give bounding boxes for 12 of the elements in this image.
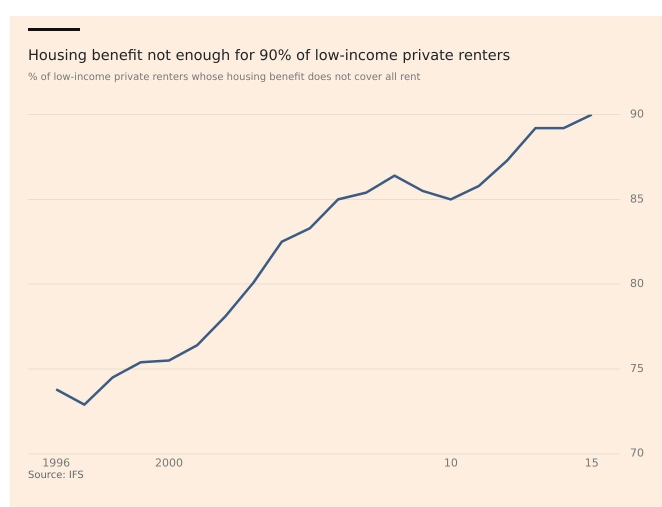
chart-subtitle: % of low-income private renters whose housing benefit does not cover all rent — [28, 72, 420, 83]
y-tick-label: 90 — [630, 107, 644, 120]
y-tick-label: 70 — [630, 446, 644, 460]
chart-title: Housing benefit not enough for 90% of low-income private renters — [28, 48, 510, 64]
x-tick-label: 1996 — [42, 456, 70, 470]
source-note: Source: IFS — [28, 470, 84, 481]
x-tick-label: 15 — [584, 456, 599, 470]
y-tick-label: 75 — [630, 362, 644, 375]
x-tick-label: 10 — [444, 456, 458, 470]
y-tick-label: 85 — [630, 192, 644, 206]
y-tick-label: 80 — [630, 277, 644, 290]
x-tick-label: 2000 — [154, 456, 183, 470]
